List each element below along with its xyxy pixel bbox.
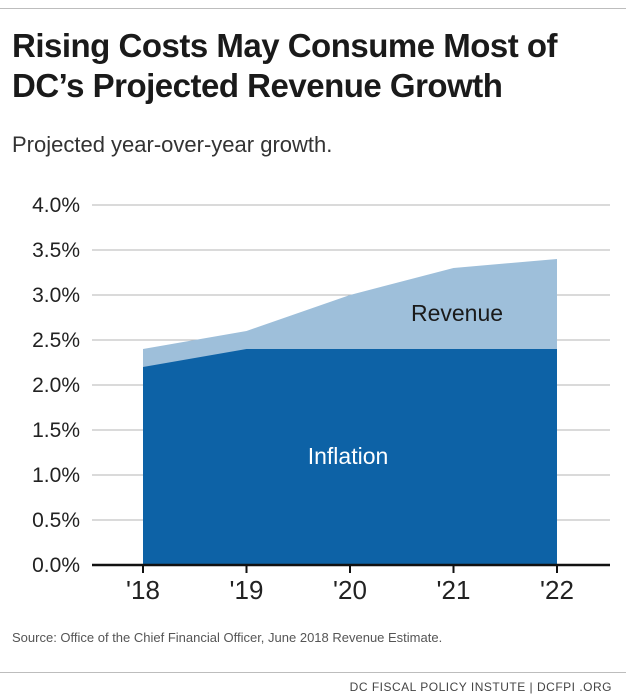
inflation-area: [143, 349, 557, 565]
y-tick-label: 1.0%: [32, 464, 80, 487]
x-tick-label: '19: [230, 575, 264, 605]
footer-credit: DC FISCAL POLICY INSTUTE | DCFPI .ORG: [349, 680, 612, 694]
y-tick-label: 2.0%: [32, 374, 80, 397]
y-tick-label: 2.5%: [32, 329, 80, 352]
bottom-rule: [0, 672, 626, 673]
y-tick-label: 3.0%: [32, 284, 80, 307]
x-tick-labels: '18 '19 '20 '21 '22: [126, 575, 574, 605]
y-tick-labels: 0.0% 0.5% 1.0% 1.5% 2.0% 2.5% 3.0% 3.5% 4.0%: [32, 194, 80, 577]
chart-areas: [143, 259, 557, 565]
y-tick-label: 1.5%: [32, 419, 80, 442]
area-chart: 0.0% 0.5% 1.0% 1.5% 2.0% 2.5% 3.0% 3.5% 4.0% '18…: [32, 194, 610, 605]
top-rule: [0, 8, 626, 9]
x-tick-label: '22: [540, 575, 574, 605]
series-label-inflation: Inflation: [308, 443, 389, 469]
x-tick-label: '21: [437, 575, 471, 605]
y-tick-label: 0.5%: [32, 509, 80, 532]
x-axis: [92, 563, 610, 573]
x-tick-label: '20: [333, 575, 367, 605]
series-labels: Revenue Inflation: [308, 300, 503, 469]
x-tick-label: '18: [126, 575, 160, 605]
y-tick-label: 0.0%: [32, 554, 80, 577]
y-tick-label: 4.0%: [32, 194, 80, 217]
y-tick-label: 3.5%: [32, 239, 80, 262]
source-note: Source: Office of the Chief Financial Of…: [12, 630, 443, 645]
series-label-revenue: Revenue: [411, 300, 503, 326]
chart-title: Rising Costs May Consume Most of DC’s Pr…: [12, 27, 558, 104]
chart-subtitle: Projected year-over-year growth.: [12, 132, 333, 157]
